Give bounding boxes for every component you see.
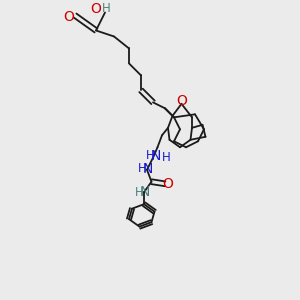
Text: O: O	[91, 2, 101, 16]
Text: O: O	[176, 94, 187, 108]
Text: H: H	[102, 2, 111, 15]
Text: H: H	[146, 149, 155, 162]
Text: O: O	[163, 177, 173, 191]
Text: N: N	[140, 185, 150, 199]
Text: H: H	[162, 151, 171, 164]
Text: N: N	[150, 149, 161, 163]
Text: H: H	[138, 162, 147, 175]
Text: O: O	[64, 10, 74, 24]
Text: N: N	[142, 162, 153, 176]
Text: H: H	[135, 186, 144, 199]
